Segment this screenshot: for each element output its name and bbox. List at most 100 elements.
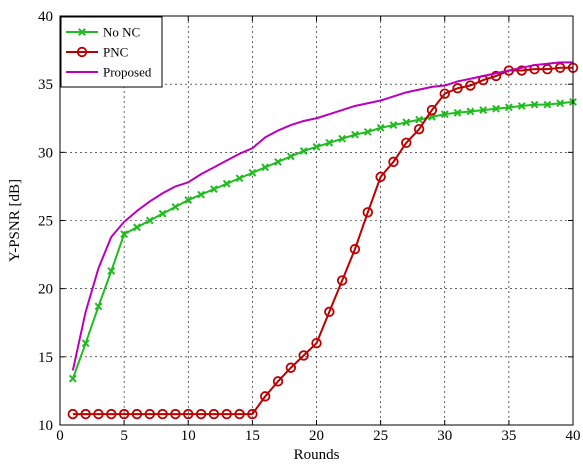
data-point-x-marker bbox=[415, 115, 424, 124]
data-point-x-marker bbox=[453, 108, 462, 117]
data-point-x-marker bbox=[158, 209, 167, 218]
data-point-x-marker bbox=[68, 374, 77, 383]
data-point-x-marker bbox=[325, 138, 334, 147]
data-point-circle-marker bbox=[439, 88, 450, 99]
data-point-circle-marker bbox=[183, 408, 194, 420]
series-proposed bbox=[71, 61, 573, 371]
data-point-circle-marker bbox=[413, 123, 425, 135]
series-line-proposed bbox=[71, 61, 573, 371]
data-point-circle-marker bbox=[80, 408, 91, 420]
data-point-circle-marker bbox=[401, 137, 412, 148]
x-axis-label: Rounds bbox=[294, 447, 340, 463]
x-tick-label: 15 bbox=[245, 428, 260, 444]
data-point-x-marker bbox=[402, 118, 411, 127]
data-point-circle-marker bbox=[157, 408, 168, 420]
legend-label: Proposed bbox=[103, 65, 152, 80]
data-point-x-marker bbox=[107, 267, 116, 275]
x-tick-label: 40 bbox=[566, 428, 581, 444]
data-point-x-marker bbox=[286, 152, 295, 161]
data-point-circle-marker bbox=[336, 275, 348, 286]
data-point-x-marker bbox=[171, 202, 180, 211]
data-point-circle-marker bbox=[106, 408, 117, 420]
data-point-x-marker bbox=[338, 134, 347, 143]
data-point-x-marker bbox=[81, 339, 90, 348]
data-point-x-marker bbox=[235, 174, 244, 183]
data-point-circle-marker bbox=[247, 408, 258, 420]
y-tick-label: 10 bbox=[38, 418, 53, 434]
data-point-circle-marker bbox=[490, 70, 502, 82]
data-point-circle-marker bbox=[311, 338, 322, 349]
x-tick-label: 5 bbox=[120, 428, 128, 444]
legend-item-no-nc: No NC bbox=[66, 25, 140, 40]
data-point-circle-marker bbox=[234, 408, 245, 420]
y-tick-label: 35 bbox=[38, 77, 53, 93]
data-point-x-marker bbox=[184, 196, 193, 204]
data-point-circle-marker bbox=[260, 391, 271, 402]
data-point-x-marker bbox=[222, 179, 231, 188]
data-point-circle-marker bbox=[221, 408, 232, 420]
data-point-circle-marker bbox=[67, 408, 79, 420]
data-point-circle-marker bbox=[285, 362, 297, 373]
ticks: 0 5 10 15 20 25 30 35 40 10 15 20 25 30 35 40 bbox=[38, 9, 581, 444]
data-point-x-marker bbox=[274, 157, 282, 166]
data-point-circle-marker bbox=[362, 207, 374, 218]
data-point-circle-marker bbox=[144, 408, 155, 420]
data-point-circle-marker bbox=[375, 171, 386, 183]
data-point-circle-marker bbox=[272, 376, 284, 387]
legend-item-proposed: Proposed bbox=[66, 65, 152, 80]
data-point-circle-marker bbox=[324, 306, 335, 318]
data-point-x-marker bbox=[517, 102, 526, 110]
data-point-x-marker bbox=[504, 103, 513, 112]
data-point-x-marker bbox=[466, 107, 475, 116]
data-point-x-marker bbox=[94, 302, 103, 311]
data-point-x-marker bbox=[376, 123, 385, 132]
data-point-x-marker bbox=[479, 106, 488, 114]
data-point-x-marker bbox=[440, 110, 449, 119]
data-point-x-marker bbox=[133, 223, 141, 232]
data-point-x-marker bbox=[78, 28, 86, 36]
y-tick-label: 30 bbox=[38, 145, 53, 161]
data-point-x-marker bbox=[120, 230, 129, 239]
series-pnc bbox=[67, 62, 579, 420]
data-point-x-marker bbox=[530, 100, 539, 109]
series-line-pnc bbox=[72, 66, 573, 416]
data-point-circle-marker bbox=[208, 408, 220, 420]
data-point-circle-marker bbox=[388, 156, 399, 168]
data-point-x-marker bbox=[299, 147, 308, 155]
data-point-x-marker bbox=[209, 185, 218, 194]
data-point-x-marker bbox=[248, 168, 257, 177]
data-point-circle-marker bbox=[93, 408, 104, 420]
data-point-x-marker bbox=[312, 142, 321, 151]
data-point-x-marker bbox=[543, 100, 552, 109]
data-point-x-marker bbox=[145, 216, 154, 225]
data-point-circle-marker bbox=[76, 46, 88, 58]
y-tick-label: 20 bbox=[38, 282, 53, 298]
data-point-circle-marker bbox=[452, 83, 463, 94]
x-tick-label: 20 bbox=[309, 428, 324, 444]
y-tick-label: 40 bbox=[38, 9, 53, 25]
data-point-x-marker bbox=[492, 104, 500, 113]
data-point-x-marker bbox=[363, 127, 372, 136]
data-point-circle-marker bbox=[118, 408, 130, 420]
series-no-nc bbox=[68, 97, 577, 383]
x-tick-label: 35 bbox=[501, 428, 516, 444]
series-line-no-nc bbox=[71, 100, 574, 379]
legend-label: PNC bbox=[103, 45, 128, 60]
x-tick-label: 25 bbox=[373, 428, 388, 444]
data-point-circle-marker bbox=[465, 80, 476, 91]
x-tick-label: 10 bbox=[181, 428, 196, 444]
data-point-circle-marker bbox=[349, 243, 361, 255]
data-point-circle-marker bbox=[195, 408, 207, 420]
y-tick-label: 25 bbox=[38, 214, 53, 230]
legend: No NC PNC Proposed bbox=[60, 16, 163, 88]
x-tick-label: 0 bbox=[56, 428, 64, 444]
y-axis-label: Y-PSNR [dB] bbox=[7, 179, 23, 262]
data-point-x-marker bbox=[556, 99, 565, 108]
data-point-circle-marker bbox=[554, 62, 566, 74]
data-point-circle-marker bbox=[542, 63, 553, 75]
data-point-circle-marker bbox=[131, 408, 143, 420]
x-tick-label: 30 bbox=[437, 428, 452, 444]
series-layer bbox=[67, 61, 579, 420]
data-point-circle-marker bbox=[170, 408, 181, 420]
